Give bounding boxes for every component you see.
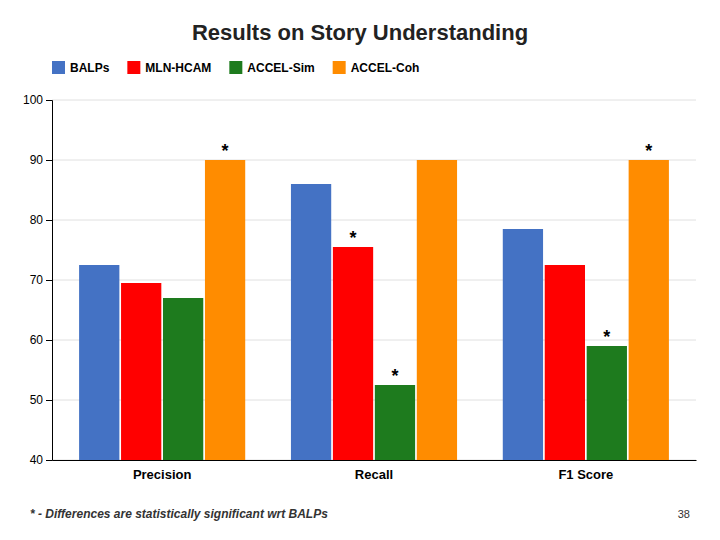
significance-star: * [350, 228, 357, 248]
y-tick-label: 70 [30, 273, 44, 287]
bars [79, 160, 669, 460]
y-tick-mark [46, 220, 52, 221]
y-tick: 70 [30, 273, 52, 287]
grid-line [52, 280, 696, 281]
plot-area: 405060708090100PrecisionRecallF1 Score**… [23, 93, 697, 540]
bar [375, 385, 415, 460]
y-axis: 40 50 60 70 80 90 100 [23, 93, 53, 467]
grid-line [52, 220, 696, 221]
grid-line [52, 100, 696, 101]
y-tick-label: 100 [23, 93, 43, 107]
y-tick: 80 [30, 213, 52, 227]
y-tick-mark [46, 280, 52, 281]
x-tick-label: Precision [133, 467, 192, 482]
bar [291, 184, 331, 460]
bar [333, 247, 373, 460]
legend-item: ACCEL-Coh [333, 61, 420, 75]
bar [121, 283, 161, 460]
y-tick-label: 50 [30, 393, 44, 407]
bar [503, 229, 543, 460]
x-tick-label: F1 Score [558, 467, 613, 482]
significance-star: * [391, 366, 398, 386]
chart: Results on Story Understanding 40 50 60 70 80… [0, 0, 720, 540]
x-tick-label: Recall [355, 467, 393, 482]
x-tick: Recall [355, 460, 393, 482]
significance-star: * [222, 141, 229, 161]
x-tick: Precision [133, 460, 192, 482]
legend-swatch [333, 61, 346, 74]
y-tick-label: 60 [30, 333, 44, 347]
bar [545, 265, 585, 460]
significance-star: * [603, 327, 610, 347]
y-tick-label: 40 [30, 453, 44, 467]
y-tick-mark [46, 340, 52, 341]
legend-item: BALPs [52, 61, 110, 75]
legend-label: ACCEL-Sim [247, 61, 314, 75]
legend-label: ACCEL-Coh [351, 61, 420, 75]
y-tick-mark [46, 460, 52, 461]
title: Results on Story Understanding [192, 20, 528, 45]
legend-label: MLN-HCAM [145, 61, 211, 75]
x-tick: F1 Score [558, 460, 613, 482]
y-axis-line [46, 101, 53, 461]
y-tick-label: 90 [30, 153, 44, 167]
footnote: * - Differences are statistically signif… [30, 507, 328, 521]
annotations: * * * * * [222, 141, 653, 386]
page-number: 38 [678, 508, 690, 520]
y-tick-mark [46, 160, 52, 161]
y-tick-mark [46, 100, 52, 101]
legend-item: MLN-HCAM [127, 61, 211, 75]
y-tick: 90 [30, 153, 52, 167]
bar [629, 160, 669, 460]
legend-swatch [52, 61, 65, 74]
bar [205, 160, 245, 460]
y-tick: 40 [30, 453, 52, 467]
legend-label: BALPs [70, 61, 110, 75]
legend-swatch [229, 61, 242, 74]
bar [587, 346, 627, 460]
y-tick-label: 80 [30, 213, 44, 227]
x-axis-line [53, 460, 697, 461]
y-tick-mark [46, 400, 52, 401]
y-tick: 50 [30, 393, 52, 407]
bar [79, 265, 119, 460]
bar [417, 160, 457, 460]
bar [163, 298, 203, 460]
x-axis: Precision Recall F1 Score [53, 460, 697, 482]
legend-item: ACCEL-Sim [229, 61, 314, 75]
grid-line [52, 160, 696, 161]
legend-swatch [127, 61, 140, 74]
y-tick: 100 [23, 93, 52, 107]
legend: BALPs MLN-HCAM ACCEL-Sim ACCEL-Coh [52, 61, 419, 75]
y-tick: 60 [30, 333, 52, 347]
significance-star: * [645, 141, 652, 161]
